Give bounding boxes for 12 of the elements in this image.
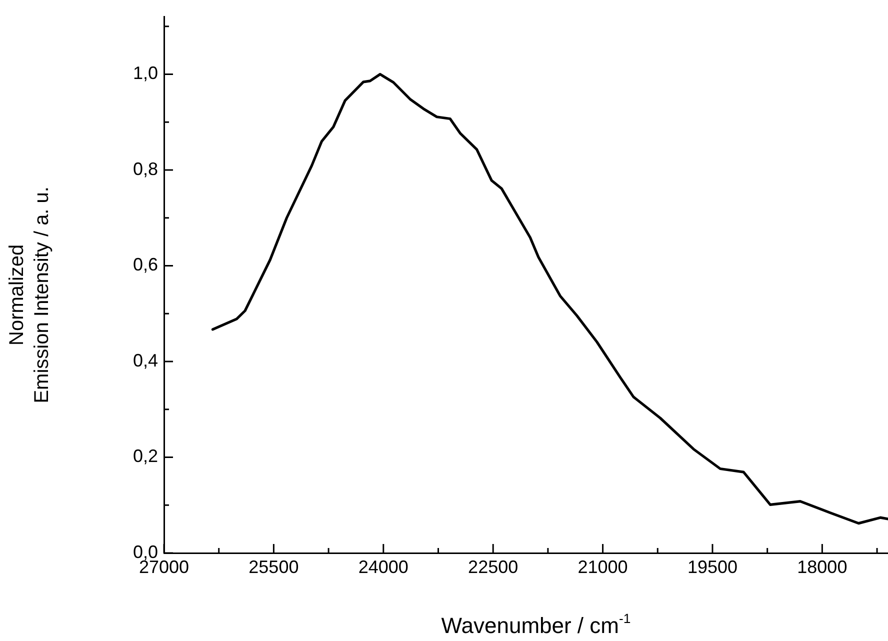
x-tick-label: 18000: [797, 556, 848, 577]
x-tick-label: 21000: [578, 556, 628, 577]
y-tick-label: 0,8: [132, 158, 158, 179]
y-tick-label: 1,0: [132, 63, 158, 84]
y-tick-label: 0,4: [132, 350, 158, 370]
x-tick-label: 22500: [468, 556, 518, 577]
x-tick-label: 19500: [687, 556, 738, 577]
y-axis-title: Normalized Emission Intensity / a. u.: [6, 186, 53, 404]
y-tick-label: 0,2: [132, 446, 158, 466]
y-tick-label: 0,6: [132, 254, 158, 275]
x-tick-label: 25500: [248, 556, 299, 577]
x-tick-label: 24000: [358, 556, 408, 577]
